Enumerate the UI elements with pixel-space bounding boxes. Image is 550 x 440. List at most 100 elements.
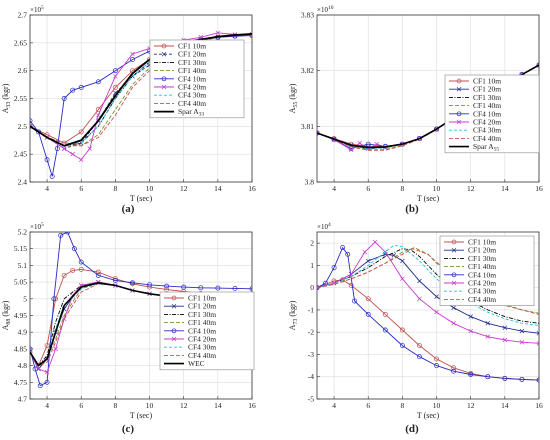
- legend-label: CF1 20m: [178, 50, 206, 59]
- legend-label: CF1 10m: [468, 238, 496, 247]
- data-point: [434, 309, 439, 315]
- data-point: [78, 84, 84, 90]
- legend-box: [439, 235, 535, 306]
- legend-marker: [161, 43, 167, 49]
- y-tick-label: 4.8: [18, 361, 28, 370]
- legend-marker: [171, 328, 177, 334]
- data-point: [468, 328, 473, 334]
- data-point: [348, 282, 354, 288]
- y-tick-label: 0: [310, 283, 314, 292]
- legend-label: CF1 30m: [468, 254, 496, 263]
- x-tick-label: 4: [45, 184, 49, 193]
- legend-label: CF4 40m: [178, 99, 206, 108]
- x-tick-label: 14: [501, 401, 509, 410]
- y-exponent: ×1010: [317, 5, 334, 14]
- data-point: [96, 112, 101, 118]
- y-tick-label: 5.15: [14, 244, 27, 253]
- x-tick-label: 12: [180, 401, 188, 410]
- legend-label: CF1 40m: [178, 66, 206, 75]
- x-tick-label: 8: [114, 401, 118, 410]
- data-point: [130, 57, 135, 62]
- x-tick-label: 14: [214, 184, 222, 193]
- y-exponent: ×105: [30, 5, 44, 14]
- data-point: [112, 68, 118, 74]
- x-axis-label: T (sec): [130, 194, 153, 203]
- x-tick-label: 14: [501, 184, 509, 193]
- y-tick-label: 5: [23, 294, 27, 303]
- panel-label: (c): [122, 423, 135, 435]
- y-tick-label: 3.83: [301, 11, 314, 20]
- data-point: [382, 311, 388, 317]
- legend-label: CF4 40m: [473, 134, 501, 143]
- x-tick-label: 10: [433, 401, 441, 410]
- data-point: [485, 374, 491, 380]
- legend-label: Spar A33: [178, 107, 204, 118]
- data-point: [451, 321, 456, 326]
- panel-label: (a): [122, 203, 135, 215]
- legend-marker: [171, 295, 177, 301]
- data-point: [399, 343, 405, 349]
- x-tick-label: 16: [248, 401, 256, 410]
- x-tick-label: 16: [535, 401, 543, 410]
- y-exponent: ×104: [317, 222, 331, 231]
- data-point: [519, 328, 525, 334]
- data-point: [30, 123, 33, 129]
- legend-marker: [161, 51, 167, 57]
- legend-label: Spar A55: [473, 142, 499, 153]
- y-tick-label: 5.05: [14, 278, 27, 287]
- legend-marker: [451, 247, 457, 253]
- data-point: [30, 349, 33, 355]
- data-point: [44, 157, 50, 163]
- y-tick-label: -3: [308, 350, 314, 359]
- data-point: [536, 331, 539, 336]
- x-axis-label: T (sec): [417, 194, 440, 203]
- legend-label: CF1 30m: [188, 310, 216, 319]
- x-tick-label: 4: [45, 401, 49, 410]
- x-tick-label: 4: [332, 401, 336, 410]
- series-line: [30, 232, 252, 387]
- data-point: [468, 314, 473, 319]
- series-line: [30, 33, 252, 147]
- data-point: [502, 325, 508, 330]
- data-point: [434, 363, 439, 369]
- legend-label: CF4 30m: [473, 126, 501, 135]
- data-point: [54, 146, 60, 152]
- y-axis-label: A88 (kgr): [1, 300, 12, 330]
- y-tick-label: 5.2: [18, 228, 28, 237]
- data-point: [78, 259, 84, 265]
- legend-label: CF1 10m: [473, 77, 501, 86]
- x-tick-label: 10: [433, 184, 441, 193]
- legend-marker: [456, 111, 462, 117]
- y-tick-label: 3.81: [301, 122, 314, 131]
- data-point: [61, 146, 67, 151]
- legend-marker: [451, 239, 457, 245]
- data-point: [417, 343, 422, 349]
- y-tick-label: 4.7: [18, 395, 28, 404]
- y-tick-label: 2.55: [14, 94, 27, 103]
- y-tick-label: 1: [310, 261, 314, 270]
- data-point: [232, 285, 238, 291]
- data-point: [113, 73, 118, 79]
- legend-marker: [161, 84, 167, 90]
- data-point: [78, 157, 84, 162]
- legend-marker: [451, 272, 457, 278]
- series-line: [317, 246, 539, 381]
- data-point: [44, 343, 50, 349]
- data-point: [61, 96, 67, 101]
- plot-frame: [316, 231, 540, 400]
- data-point: [365, 141, 371, 147]
- data-point: [317, 285, 320, 290]
- data-point: [215, 30, 221, 36]
- y-tick-label: -2: [308, 328, 314, 337]
- x-tick-label: 6: [366, 401, 370, 410]
- data-point: [181, 284, 187, 290]
- data-point: [434, 294, 439, 299]
- data-point: [147, 282, 152, 288]
- legend-marker: [171, 303, 177, 309]
- legend-label: CF1 20m: [473, 85, 501, 94]
- legend-label: CF4 20m: [473, 118, 501, 127]
- legend-label: CF4 40m: [468, 295, 496, 304]
